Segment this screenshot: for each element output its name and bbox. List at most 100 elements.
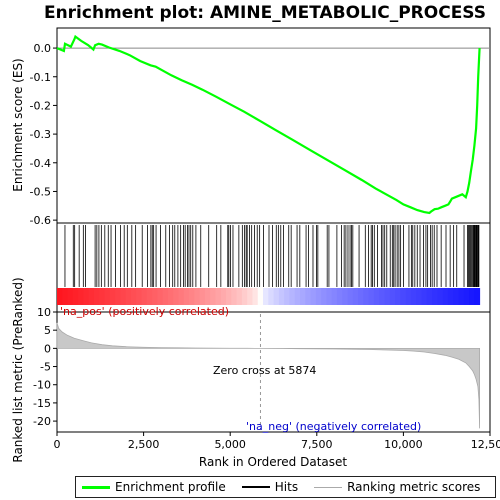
es-axis-label: Enrichment score (ES) <box>11 58 25 191</box>
es-y-tick-label: -0.5 <box>30 185 51 198</box>
heat-band-cell <box>141 288 148 305</box>
heat-band-cell <box>104 288 111 305</box>
x-tick-label: 0 <box>54 438 61 451</box>
ranking-metric-area <box>56 322 480 429</box>
heat-band-cell <box>67 288 74 305</box>
heat-band-cell <box>294 288 301 305</box>
heat-band-cell <box>93 288 100 305</box>
es-y-tick-label: -0.3 <box>30 128 51 141</box>
x-axis-label: Rank in Ordered Dataset <box>199 455 347 469</box>
legend-item-enrichment-profile: Enrichment profile <box>82 480 226 494</box>
heat-band-cell <box>167 288 174 305</box>
heat-band-cell <box>410 288 417 305</box>
x-tick-label: 7,500 <box>301 438 333 451</box>
heat-band-cell <box>384 288 391 305</box>
heat-band-cell <box>189 288 195 305</box>
legend-label: Ranking metric scores <box>347 480 481 494</box>
heat-band-cell <box>78 288 84 305</box>
legend-label: Hits <box>274 480 299 494</box>
x-tick-label: 10,000 <box>384 438 423 451</box>
heat-band-cell <box>252 288 259 305</box>
es-y-tick-label: 0.0 <box>34 42 52 55</box>
heat-band-cell <box>289 288 296 305</box>
x-tick-label: 2,500 <box>128 438 160 451</box>
legend-label: Enrichment profile <box>115 480 226 494</box>
heat-band-cell <box>226 288 232 305</box>
enrichment-profile-line <box>56 34 481 215</box>
rank-y-tick-label: 5 <box>44 324 51 337</box>
heat-band-cell <box>99 288 106 305</box>
heat-band-cell <box>231 288 238 305</box>
es-y-tick-label: -0.6 <box>30 214 51 227</box>
heat-band-cell <box>352 288 359 305</box>
rank-y-tick-label: 10 <box>37 306 51 319</box>
heat-band-cell <box>442 288 449 305</box>
heat-band-cell <box>57 288 63 305</box>
heat-band-cell <box>469 288 475 305</box>
heat-band-cell <box>321 288 327 305</box>
heat-band-cell <box>416 288 422 305</box>
heat-band-cell <box>368 288 375 305</box>
neg-label: 'na_neg' (negatively correlated) <box>246 420 421 433</box>
legend-swatch-green <box>82 485 110 489</box>
es-panel-frame <box>56 27 491 224</box>
heat-band-cell <box>284 288 290 305</box>
x-tick-label: 12,500 <box>471 438 500 451</box>
zero-cross-label: Zero cross at 5874 <box>213 364 316 377</box>
ranking-panel-frame <box>56 311 491 433</box>
heat-band-cell <box>146 288 153 305</box>
x-tick-label: 5,000 <box>214 438 246 451</box>
heat-band-cell <box>273 288 280 305</box>
legend-item-hits: Hits <box>241 480 299 494</box>
heat-band-cell <box>210 288 216 305</box>
heat-band-cell <box>405 288 412 305</box>
rank-y-tick-label: -5 <box>40 361 51 374</box>
heat-band-cell <box>342 288 349 305</box>
heat-band-cell <box>395 288 401 305</box>
heat-band-cell <box>463 288 470 305</box>
heat-band-cell <box>331 288 338 305</box>
heat-band-cell <box>241 288 248 305</box>
es-y-tick-label: -0.2 <box>30 99 51 112</box>
heat-band-cell <box>83 288 90 305</box>
heat-band-cell <box>125 288 132 305</box>
heat-band-cell <box>379 288 386 305</box>
heat-band-cell <box>453 288 459 305</box>
heat-band-cell <box>162 288 169 305</box>
heat-band-cell <box>199 288 206 305</box>
rank-y-tick-label: -10 <box>33 379 51 392</box>
heat-band-cell <box>326 288 333 305</box>
heat-band-cell <box>447 288 454 305</box>
pos-label: 'na_pos' (positively correlated) <box>60 305 229 318</box>
heat-band-cell <box>152 288 158 305</box>
heat-band-cell <box>373 288 380 305</box>
heat-band-cell <box>115 288 121 305</box>
heat-band-cell <box>130 288 137 305</box>
heat-band-cell <box>400 288 407 305</box>
heat-band-cell <box>236 288 243 305</box>
heat-band-cell <box>315 288 322 305</box>
legend-swatch-black <box>241 486 270 488</box>
heat-band-cell <box>72 288 79 305</box>
heat-band-cell <box>183 288 190 305</box>
legend: Enrichment profile Hits Ranking metric s… <box>75 476 496 498</box>
heat-band-cell <box>220 288 227 305</box>
rank-y-tick-label: -15 <box>33 397 51 410</box>
heat-band-cell <box>109 288 116 305</box>
heat-band-cell <box>310 288 317 305</box>
heat-band-cell <box>305 288 312 305</box>
heat-band-cell <box>178 288 185 305</box>
heat-band-cell <box>268 288 275 305</box>
heat-band-cell <box>437 288 444 305</box>
heat-band-cell <box>257 288 264 305</box>
heat-band-cell <box>278 288 285 305</box>
heat-band-cell <box>426 288 433 305</box>
heat-band-cell <box>389 288 396 305</box>
heat-band-cell <box>194 288 201 305</box>
chart-title: Enrichment plot: AMINE_METABOLIC_PROCESS <box>44 3 486 23</box>
ranking-axis-label: Ranked list metric (PreRanked) <box>11 277 25 462</box>
heat-band-cell <box>215 288 222 305</box>
legend-swatch-gray <box>314 486 343 488</box>
rank-y-tick-label: -20 <box>33 415 51 428</box>
